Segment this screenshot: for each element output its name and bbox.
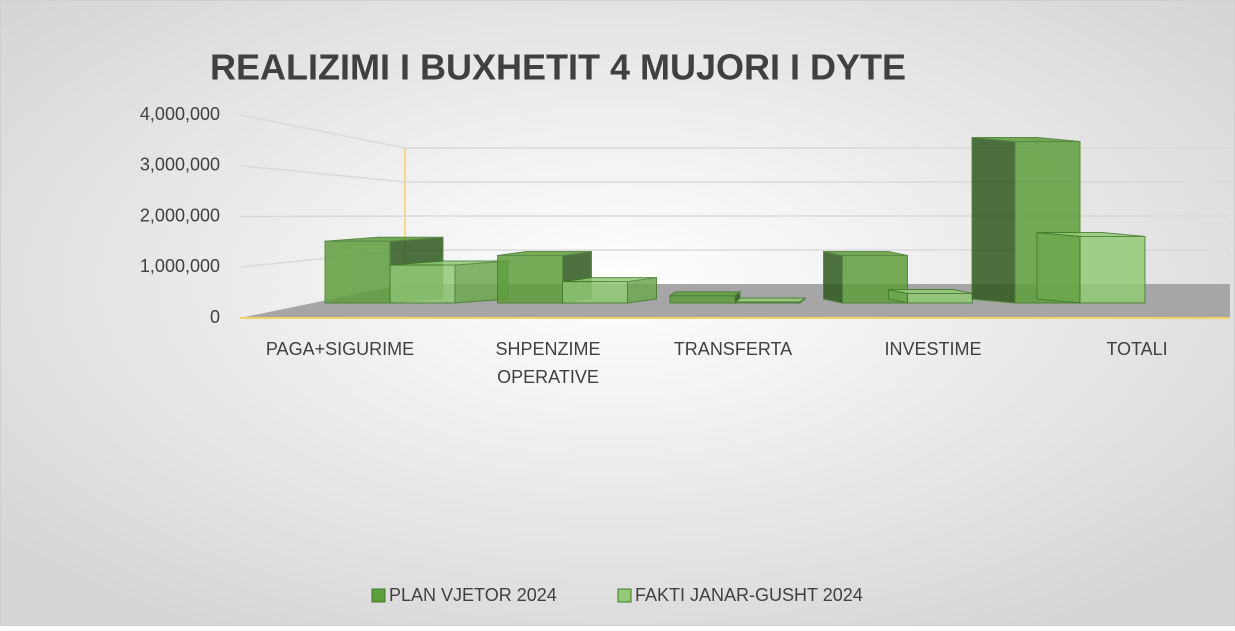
y-tick-label: 2,000,000 [140, 205, 220, 225]
bar-side [823, 250, 843, 304]
bar-front [669, 295, 736, 304]
bar-front [734, 301, 801, 304]
bar [888, 288, 973, 304]
y-tick-label: 1,000,000 [140, 256, 220, 276]
legend-label: FAKTI JANAR-GUSHT 2024 [635, 585, 863, 605]
legend-swatch [617, 588, 632, 603]
bar-front [562, 281, 628, 304]
bar-top [668, 291, 742, 297]
bar [668, 290, 742, 305]
grid-line [239, 215, 1230, 218]
bar [733, 297, 807, 305]
bar [389, 260, 509, 304]
legend-swatch [371, 588, 386, 603]
bar [1036, 231, 1146, 304]
legend-label: PLAN VJETOR 2024 [389, 585, 557, 605]
x-tick-label: INVESTIME [884, 339, 981, 359]
y-tick-label: 3,000,000 [140, 155, 220, 175]
y-tick-label: 0 [210, 307, 220, 327]
bar-front [324, 240, 391, 304]
x-tick-label: PAGA+SIGURIME [266, 339, 414, 359]
bar-front [1079, 236, 1146, 304]
x-tick-label: TOTALI [1106, 339, 1167, 359]
bar-side [971, 136, 1016, 304]
bar [562, 277, 657, 304]
grid-line [239, 165, 1230, 183]
bar-side [1036, 231, 1081, 304]
x-tick-label: SHPENZIME OPERATIVE [495, 339, 600, 387]
x-tick-label: TRANSFERTA [674, 339, 792, 359]
bar-top [733, 297, 807, 303]
bar-front [907, 293, 973, 304]
y-tick-label: 4,000,000 [140, 104, 220, 124]
bar-front [389, 264, 456, 304]
grid-line [239, 114, 1230, 149]
bar-front [497, 255, 563, 304]
chart-title: REALIZIMI I BUXHETIT 4 MUJORI I DYTE [210, 47, 906, 88]
